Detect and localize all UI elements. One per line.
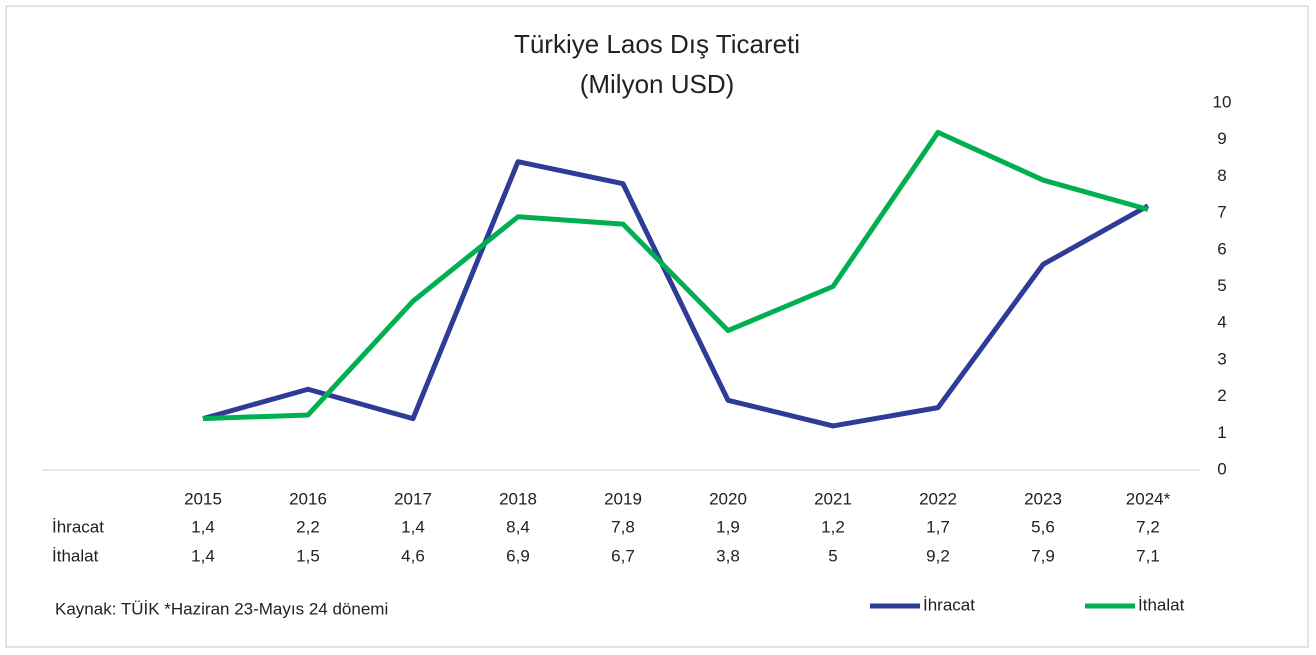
y-tick-label: 7 [1217,203,1226,222]
table-cell: 7,1 [1136,546,1160,565]
y-tick-label: 1 [1217,423,1226,442]
table-cell: 5,6 [1031,517,1055,536]
table-cell: 1,9 [716,517,740,536]
table-row-label: İhracat [52,517,104,536]
y-tick-label: 6 [1217,239,1226,258]
table-cell: 1,4 [401,517,425,536]
table-cell: 8,4 [506,517,530,536]
table-cell: 6,7 [611,546,635,565]
y-tick-label: 8 [1217,166,1226,185]
table-cell: 2,2 [296,517,320,536]
y-tick-label: 9 [1217,129,1226,148]
x-tick-label: 2024* [1126,489,1171,508]
table-cell: 5 [828,546,837,565]
x-tick-label: 2022 [919,489,957,508]
table-cell: 4,6 [401,546,425,565]
x-tick-label: 2023 [1024,489,1062,508]
table-cell: 3,8 [716,546,740,565]
y-tick-label: 10 [1213,92,1232,111]
table-cell: 7,9 [1031,546,1055,565]
x-tick-label: 2021 [814,489,852,508]
x-tick-label: 2019 [604,489,642,508]
legend-label: İthalat [1138,595,1185,614]
data-line [202,159,1150,429]
source-note: Kaynak: TÜİK *Haziran 23-Mayıs 24 dönemi [55,599,388,618]
table-cell: 7,2 [1136,517,1160,536]
chart-title: Türkiye Laos Dış Ticareti [514,29,800,59]
table-cell: 1,2 [821,517,845,536]
y-tick-label: 3 [1217,349,1226,368]
table-cell: 6,9 [506,546,530,565]
chart-border [5,5,1309,648]
x-tick-label: 2017 [394,489,432,508]
table-cell: 1,4 [191,517,215,536]
x-tick-label: 2020 [709,489,747,508]
table-cell: 7,8 [611,517,635,536]
legend-label: İhracat [923,595,975,614]
y-tick-label: 0 [1217,459,1226,478]
table-row-label: İthalat [52,546,99,565]
y-tick-label: 5 [1217,276,1226,295]
table-cell: 9,2 [926,546,950,565]
data-line [202,129,1149,422]
table-cell: 1,5 [296,546,320,565]
y-tick-label: 2 [1217,386,1226,405]
x-tick-label: 2015 [184,489,222,508]
x-tick-label: 2016 [289,489,327,508]
x-tick-label: 2018 [499,489,537,508]
table-cell: 1,4 [191,546,215,565]
table-cell: 1,7 [926,517,950,536]
y-tick-label: 4 [1217,313,1226,332]
chart-subtitle: (Milyon USD) [580,69,735,99]
